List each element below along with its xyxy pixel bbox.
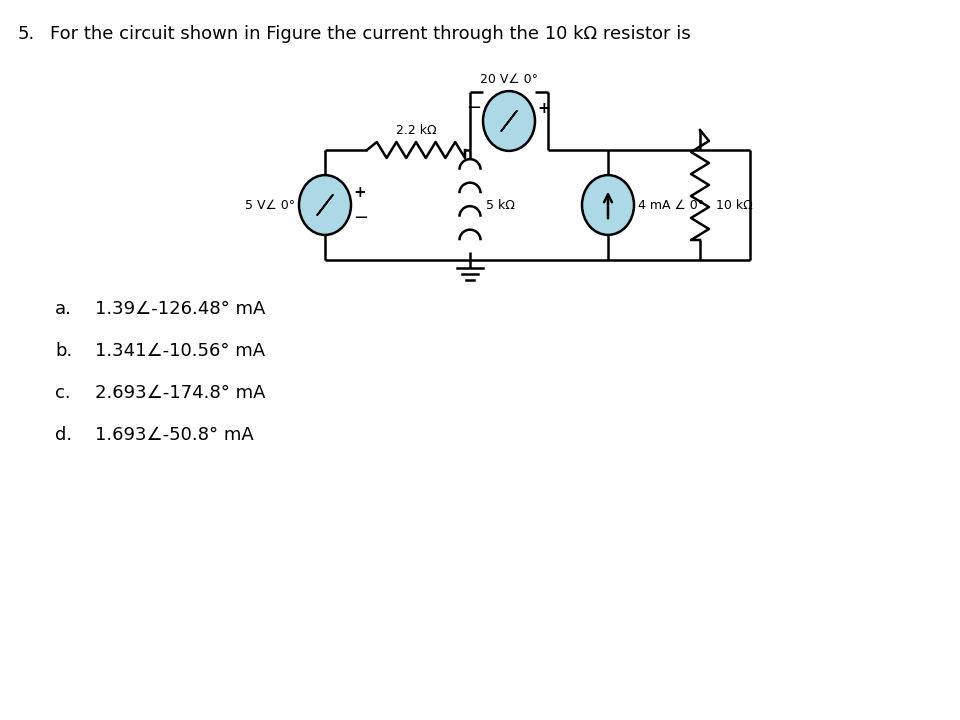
Text: 20 V∠ 0°: 20 V∠ 0° [480,73,538,86]
Text: +: + [537,101,550,115]
Text: b.: b. [55,342,72,360]
Text: a.: a. [55,300,72,318]
Text: −: − [353,209,368,227]
Text: 2.2 kΩ: 2.2 kΩ [396,124,436,137]
Ellipse shape [483,91,535,151]
Text: 4 mA ∠ 0°: 4 mA ∠ 0° [638,199,704,212]
Text: For the circuit shown in Figure the current through the 10 kΩ resistor is: For the circuit shown in Figure the curr… [50,25,691,43]
Text: 1.39∠-126.48° mA: 1.39∠-126.48° mA [95,300,265,318]
Text: 1.341∠-10.56° mA: 1.341∠-10.56° mA [95,342,265,360]
Text: 10 kΩ: 10 kΩ [716,199,753,212]
Text: 2.693∠-174.8° mA: 2.693∠-174.8° mA [95,384,266,402]
Text: +: + [353,184,366,199]
Text: 5.: 5. [18,25,36,43]
Ellipse shape [299,175,351,235]
Text: 5 V∠ 0°: 5 V∠ 0° [245,199,295,212]
Text: −: − [466,99,481,117]
Text: d.: d. [55,426,72,444]
Text: 5 kΩ: 5 kΩ [486,199,515,212]
Text: 1.693∠-50.8° mA: 1.693∠-50.8° mA [95,426,253,444]
Text: c.: c. [55,384,71,402]
Ellipse shape [582,175,634,235]
